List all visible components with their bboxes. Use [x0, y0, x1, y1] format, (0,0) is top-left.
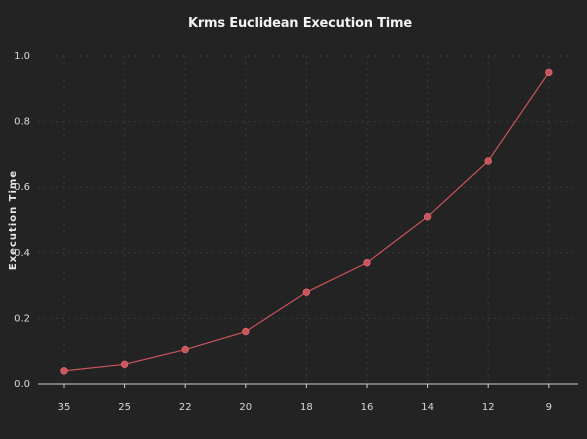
y-tick-label: 0.6 — [14, 182, 30, 193]
grid-layer — [38, 55, 578, 384]
x-tick-label: 14 — [421, 402, 434, 413]
y-tick-label: 0.0 — [14, 379, 30, 390]
execution-time-point — [302, 288, 311, 296]
x-tick-label: 22 — [179, 402, 192, 413]
execution-time-point — [545, 68, 553, 77]
y-tick-label: 0.2 — [14, 313, 30, 324]
axis-layer — [38, 383, 578, 388]
y-tick-label: 1.0 — [14, 51, 30, 62]
x-tick-label: 20 — [239, 402, 252, 413]
y-tick-label: 0.4 — [14, 248, 30, 259]
execution-time-point — [484, 157, 492, 165]
x-tick-label: 25 — [118, 402, 131, 413]
execution-time-point — [242, 327, 250, 336]
x-tick-label: 35 — [58, 402, 71, 413]
chart-title: Krms Euclidean Execution Time — [188, 16, 412, 31]
execution-time-point — [363, 258, 371, 267]
x-tick-label: 12 — [482, 402, 495, 413]
y-axis-title: Execution Time — [8, 170, 19, 270]
x-tick-label: 18 — [300, 402, 313, 413]
execution-time-point — [60, 367, 68, 375]
series-layer — [60, 68, 553, 375]
x-tick-label: 16 — [361, 402, 374, 413]
tick-label-layer: 0.0 0.2 0.4 0.6 0.8 1.0 35 25 22 20 18 16 14 12 9 — [14, 51, 552, 413]
execution-time-point — [120, 360, 129, 369]
y-tick-label: 0.8 — [14, 117, 30, 128]
execution-time-point — [181, 345, 189, 354]
execution-time-point — [423, 213, 432, 221]
x-tick-label: 9 — [546, 402, 552, 413]
